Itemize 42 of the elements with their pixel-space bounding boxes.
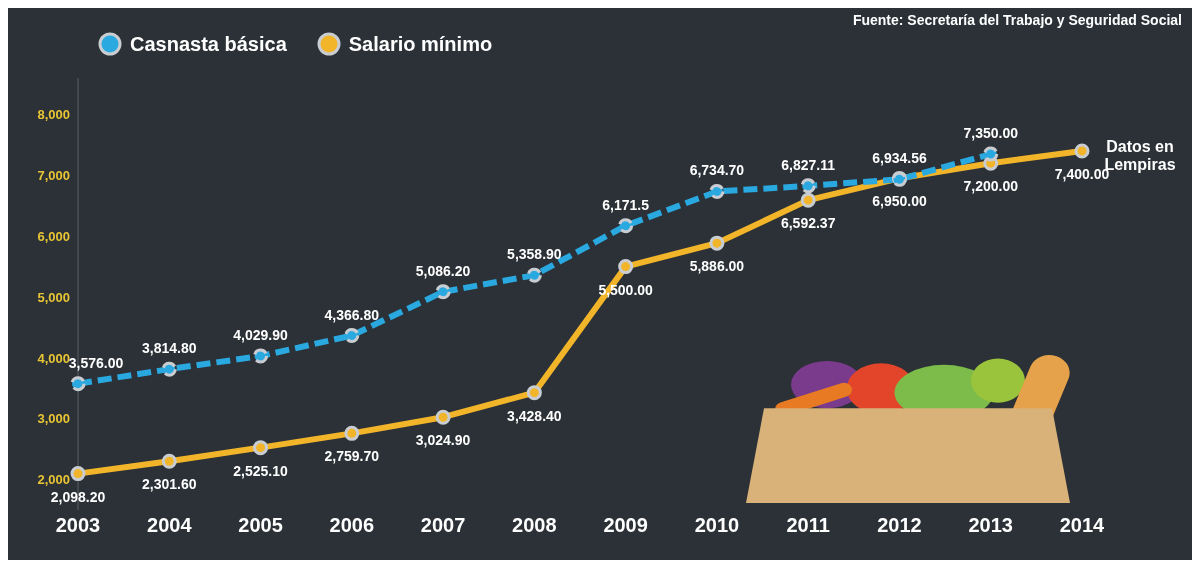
data-label: 6,934.56 [872,150,927,167]
data-label: 7,200.00 [963,178,1019,195]
data-label: 6,592.37 [780,215,836,232]
x-tick-label: 2006 [329,514,375,537]
data-label: 5,886.00 [689,258,745,275]
source-note: Fuente: Secretaría del Trabajo y Seguridad Social [852,12,1182,28]
x-tick-label: 2004 [147,514,193,537]
legend-label: Salario mínimo [348,32,493,56]
data-label: 7,350.00 [963,125,1019,142]
x-tick-label: 2014 [1059,514,1106,537]
x-tick-label: 2007 [420,514,466,537]
x-tick-label: 2012 [877,514,922,537]
data-label: 4,029.90 [233,327,289,344]
data-label: 5,086.20 [415,262,471,279]
x-tick-label: 2005 [238,514,283,537]
data-label: 6,171.5 [602,196,650,213]
data-label: 6,950.00 [872,193,927,210]
data-label: 2,098.20 [50,488,106,505]
data-label: 2,759.70 [324,448,380,465]
data-label: 6,827.11 [781,156,836,173]
x-tick-label: 2008 [512,514,557,537]
x-tick-label: 2013 [968,514,1013,537]
x-tick-label: 2011 [786,514,830,537]
y-tick-label: 2,000 [37,472,70,488]
data-label: 4,366.80 [324,306,380,323]
y-tick-label: 6,000 [37,228,70,244]
data-label: 6,734.70 [689,162,745,179]
x-tick-label: 2003 [55,514,101,537]
y-tick-label: 5,000 [37,289,70,305]
legend-label: Casnasta básica [130,32,287,56]
data-label: 2,525.10 [233,462,289,479]
data-label: 3,814.80 [142,340,197,357]
data-label: 2,301.60 [142,476,197,493]
y-tick-label: 7,000 [37,167,70,183]
data-label: 3,024.90 [415,432,471,449]
data-label: 3,428.40 [507,407,562,424]
y-tick-label: 8,000 [37,107,70,123]
y-tick-label: 3,000 [37,411,70,427]
data-label: 5,358.90 [507,246,562,263]
x-tick-label: 2009 [603,514,648,537]
y-tick-label: 4,000 [37,350,70,366]
x-tick-label: 2010 [694,514,740,537]
